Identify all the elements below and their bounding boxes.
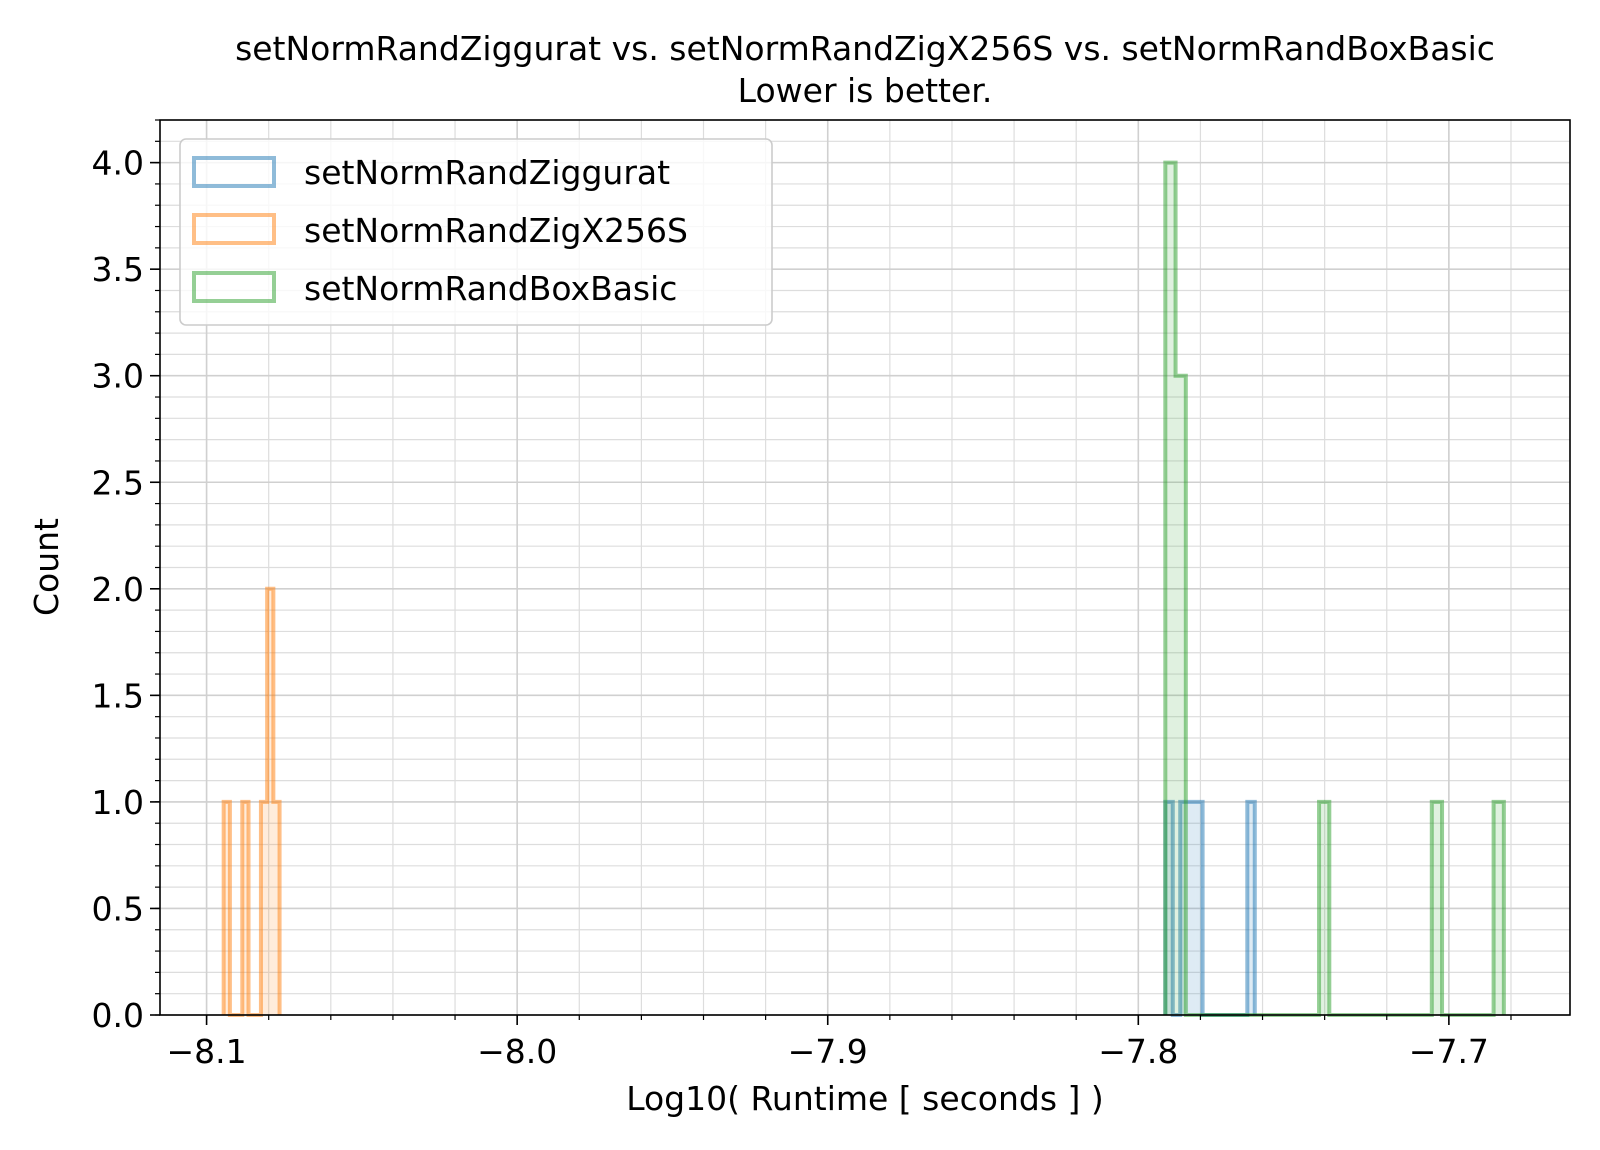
histogram-bin-0 <box>1165 801 1173 1015</box>
legend-label-boxbasic: setNormRandBoxBasic <box>304 269 677 308</box>
y-tick-label: 2.0 <box>92 570 144 609</box>
y-tick-label: 0.5 <box>92 889 144 928</box>
y-tick-label: 3.5 <box>92 250 144 289</box>
legend-swatch-ziggurat <box>192 156 276 188</box>
legend-swatch-zigx256s <box>192 213 276 245</box>
histogram-bin-0 <box>1247 801 1255 1015</box>
y-tick-label: 1.5 <box>92 676 144 715</box>
histogram-bin-2 <box>1319 801 1330 1015</box>
legend-box <box>179 138 773 326</box>
chart-subtitle: Lower is better. <box>738 71 993 110</box>
y-axis-label: Count <box>27 518 66 616</box>
x-tick-label: −7.8 <box>1098 1032 1178 1071</box>
chart-title: setNormRandZiggurat vs. setNormRandZigX2… <box>235 29 1495 68</box>
histogram-bin-2 <box>1431 801 1443 1015</box>
legend-label-ziggurat: setNormRandZiggurat <box>304 153 670 192</box>
legend-label-zigx256s: setNormRandZigX256S <box>304 211 688 250</box>
x-tick-label: −7.9 <box>788 1032 868 1071</box>
histogram-bin-2 <box>1493 801 1504 1015</box>
y-tick-label: 1.0 <box>92 783 144 822</box>
histogram-bin-1 <box>223 801 230 1015</box>
histogram-bin-0 <box>1195 801 1203 1015</box>
histogram-bars <box>221 160 1506 1017</box>
x-tick-label: −8.1 <box>167 1032 247 1071</box>
y-tick-label: 0.0 <box>92 996 144 1035</box>
y-tick-label: 3.0 <box>92 357 144 396</box>
histogram-step-2 <box>1163 160 1506 1017</box>
legend: setNormRandZiggurat setNormRandZigX256S … <box>179 138 773 326</box>
axis-ticks: −8.1 −8.0 −7.9 −7.8 −7.7 0.0 0.5 1.0 1.5 2.0 2.5 3.… <box>92 119 1512 1071</box>
histogram-bin-1 <box>242 801 249 1015</box>
x-axis-label: Log10( Runtime [ seconds ] ) <box>626 1079 1104 1118</box>
histogram-bin-2 <box>1165 162 1176 1016</box>
histogram-bin-1 <box>273 801 280 1015</box>
legend-swatch-boxbasic <box>192 271 276 303</box>
histogram-bin-2 <box>1175 375 1186 1015</box>
x-tick-label: −8.0 <box>477 1032 557 1071</box>
histogram-bin-1 <box>260 801 268 1015</box>
x-tick-label: −7.7 <box>1409 1032 1489 1071</box>
y-tick-label: 2.5 <box>92 463 144 502</box>
y-tick-label: 4.0 <box>92 144 144 183</box>
histogram-bin-0 <box>1187 801 1196 1015</box>
histogram-bin-1 <box>267 588 274 1015</box>
